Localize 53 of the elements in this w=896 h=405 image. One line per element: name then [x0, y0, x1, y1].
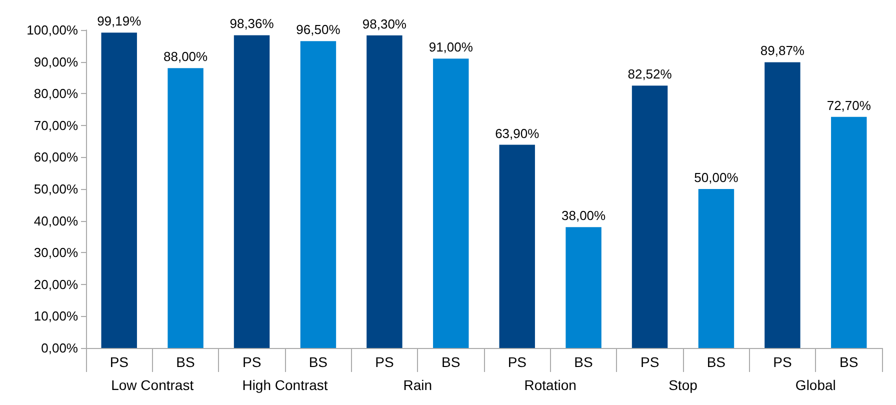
- text: PS: [508, 354, 527, 370]
- bar: [234, 35, 270, 348]
- text: PS: [640, 354, 660, 370]
- y-tick-label: 10,00%: [34, 308, 78, 324]
- data-label: 50,00%: [694, 170, 739, 185]
- data-label: 63,90%: [495, 126, 540, 141]
- data-label: 88,00%: [164, 49, 208, 64]
- x-tick-label: Low Contrast: [111, 377, 194, 393]
- text: BS: [706, 354, 726, 370]
- data-label: 82,52%: [628, 66, 672, 82]
- bar: [831, 116, 867, 348]
- text: PS: [375, 354, 394, 370]
- text: BS: [574, 354, 593, 370]
- series-label: BS: [176, 354, 195, 370]
- text: PS: [773, 354, 792, 370]
- x-tick-label: Global: [795, 377, 836, 393]
- bar: [366, 35, 402, 348]
- bar: [168, 68, 204, 348]
- y-tick-label: 100,00%: [26, 22, 78, 38]
- x-tick-label: Stop: [668, 377, 698, 393]
- data-label: 38,00%: [562, 208, 606, 224]
- series-label: PS: [110, 354, 129, 370]
- y-tick-label: 70,00%: [34, 118, 78, 133]
- bar: [433, 58, 469, 348]
- x-tick-label: High Contrast: [242, 377, 328, 393]
- data-label: 98,36%: [230, 16, 274, 32]
- data-label: 98,30%: [362, 16, 407, 32]
- bar: [300, 41, 336, 348]
- text: BS: [308, 354, 328, 370]
- bar: [566, 227, 602, 348]
- y-tick-label: 30,00%: [34, 245, 78, 260]
- y-tick-label: 20,00%: [34, 276, 78, 292]
- text: BS: [441, 354, 460, 370]
- data-label: 99,19%: [97, 14, 142, 29]
- y-tick-label: 80,00%: [34, 86, 78, 102]
- y-tick-label: 40,00%: [34, 213, 78, 228]
- data-label: 89,87%: [760, 43, 805, 58]
- bar: [499, 144, 535, 348]
- y-tick-label: 0,00%: [41, 340, 78, 356]
- x-tick-label: Rotation: [524, 377, 576, 393]
- bar: [101, 32, 137, 348]
- text: BS: [839, 354, 858, 370]
- bar: [698, 189, 734, 348]
- bar: [764, 62, 800, 348]
- data-label: 91,00%: [428, 40, 474, 55]
- y-tick-label: 60,00%: [34, 150, 78, 165]
- y-tick-label: 90,00%: [34, 54, 78, 70]
- data-label: 96,50%: [296, 22, 341, 38]
- data-label: 72,70%: [826, 98, 872, 113]
- y-tick-label: 50,00%: [34, 182, 78, 196]
- x-tick-label: Rain: [403, 377, 432, 393]
- text: PS: [242, 354, 262, 370]
- bar: [632, 86, 668, 348]
